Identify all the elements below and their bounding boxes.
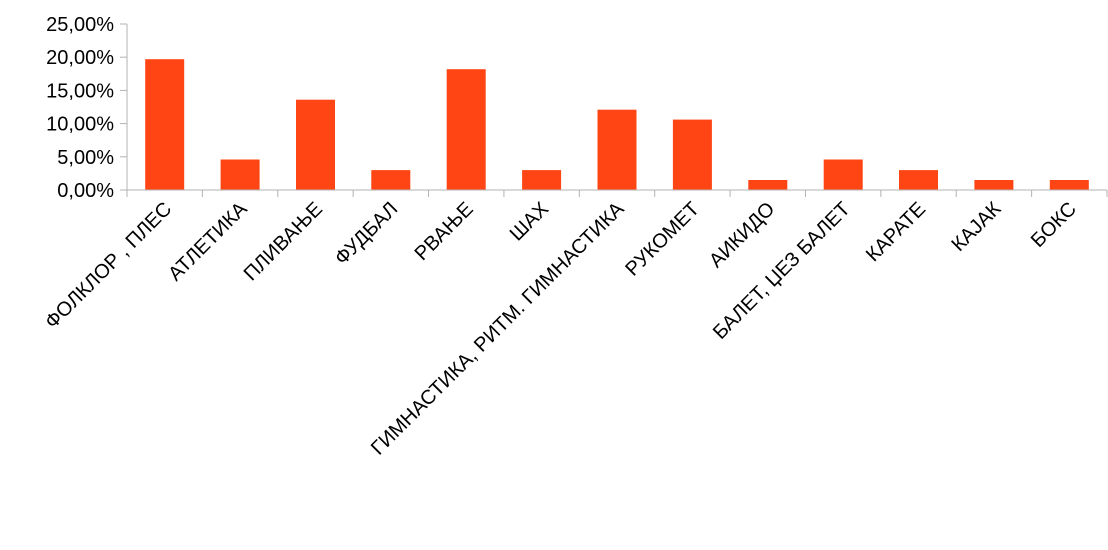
x-tick-label: БОКС	[1027, 198, 1081, 252]
bar	[597, 109, 637, 190]
y-tick-label: 5,00%	[57, 147, 114, 169]
bar	[823, 159, 863, 190]
bar	[974, 180, 1014, 190]
x-tick-label: БАЛЕТ, ЏЕЗ БАЛЕТ	[709, 198, 855, 344]
y-tick-label: 20,00%	[46, 47, 114, 69]
bar	[446, 69, 486, 190]
bar	[296, 99, 335, 190]
x-tick-label: ФУДБАЛ	[331, 198, 403, 270]
x-tick-label: КАРАТЕ	[862, 198, 930, 266]
x-tick-label: ГИМНАСТИКА, РИТМ. ГИМНАСТИКА	[367, 198, 629, 460]
bar	[748, 180, 788, 190]
x-tick-label: ШАХ	[506, 198, 553, 245]
y-tick-label: 15,00%	[46, 80, 114, 102]
bar	[672, 119, 712, 190]
x-tick-label: ФОЛКЛОР , ПЛЕС	[41, 198, 176, 333]
x-tick-label: АИКИДО	[705, 198, 779, 272]
bar	[899, 170, 938, 190]
y-tick-label: 25,00%	[46, 14, 114, 36]
x-tick-label: ПЛИВАЊЕ	[240, 198, 327, 285]
bar	[522, 170, 562, 190]
y-tick-label: 10,00%	[46, 114, 114, 136]
x-tick-label: КАЈАК	[947, 198, 1005, 256]
x-tick-label: РУКОМЕТ	[621, 198, 704, 281]
bar	[145, 59, 185, 191]
x-tick-label: АТЛЕТИКА	[164, 198, 252, 286]
bar	[1049, 180, 1089, 190]
bars	[145, 59, 1089, 191]
bar	[220, 159, 260, 190]
x-tick-label: РВАЊЕ	[411, 198, 478, 265]
bar	[371, 170, 411, 190]
y-tick-label: 0,00%	[57, 180, 114, 202]
y-axis: 0,00% 5,00% 10,00% 15,00% 20,00% 25,00%	[46, 14, 128, 202]
